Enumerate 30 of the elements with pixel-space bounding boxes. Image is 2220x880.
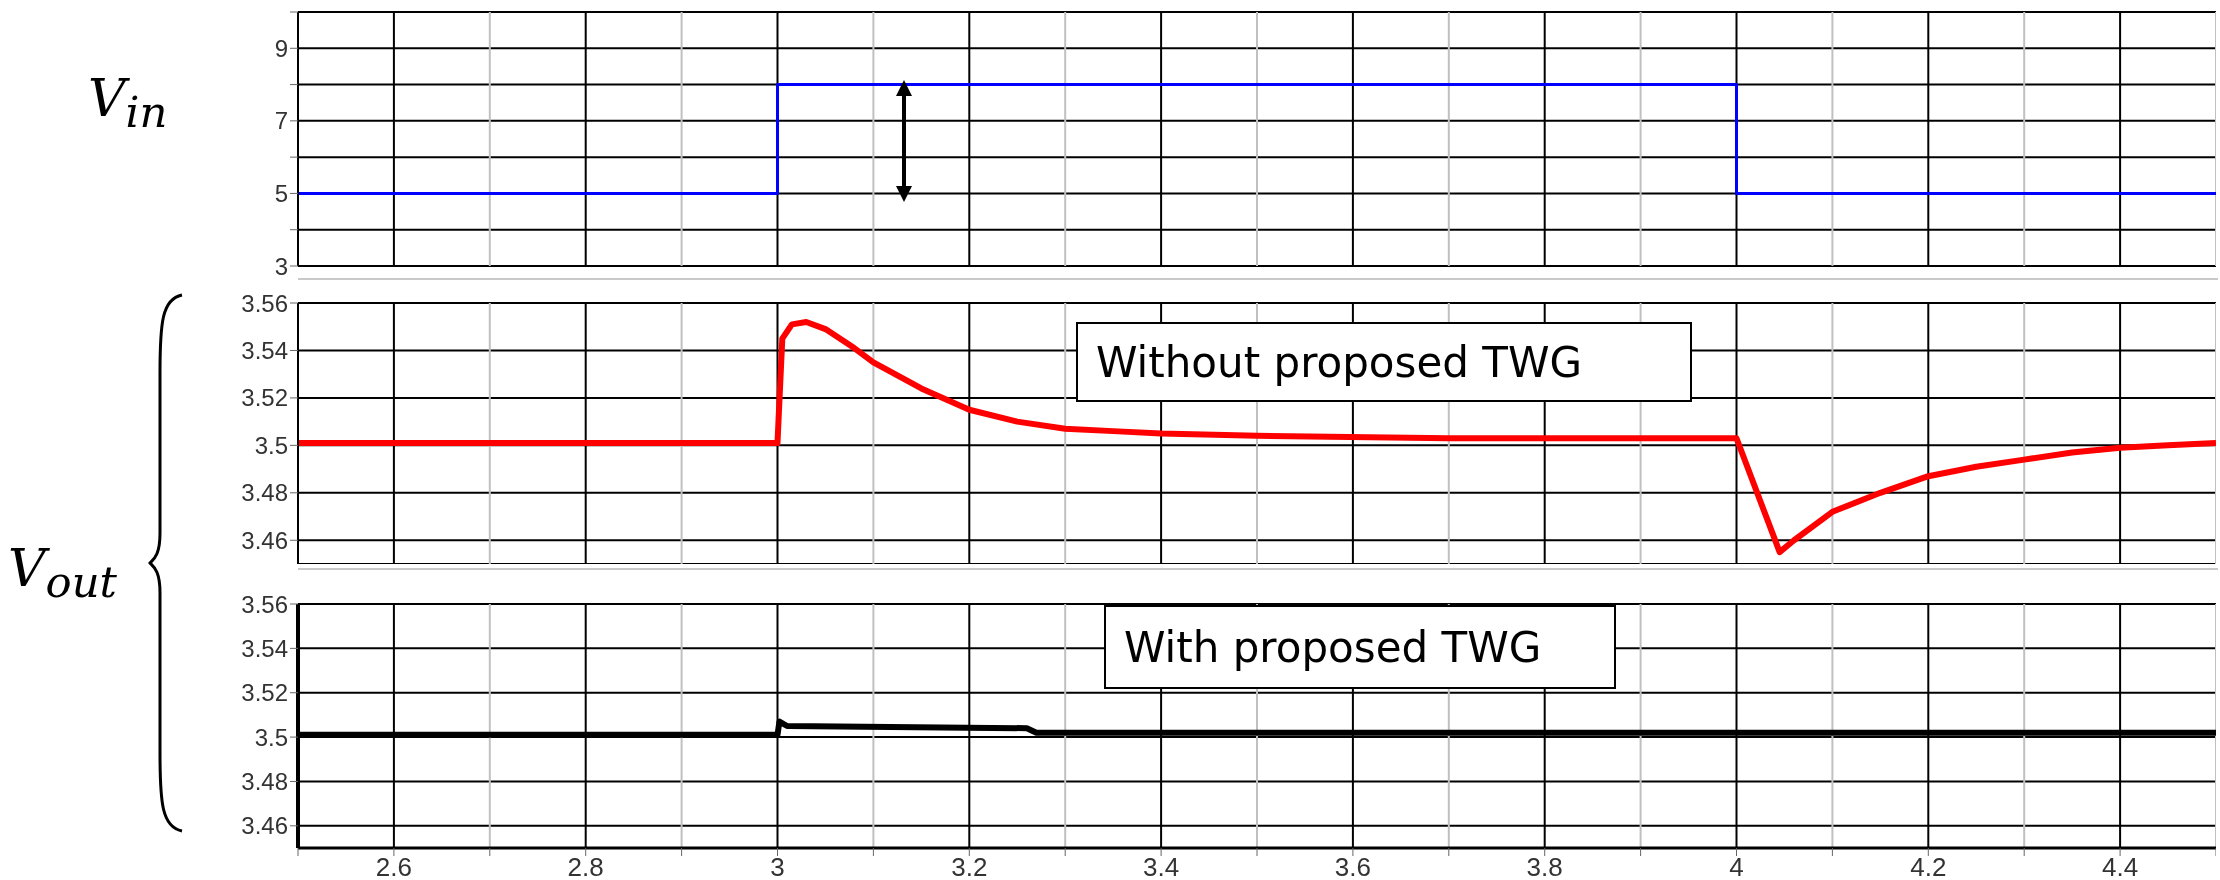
y-tick-label: 3.56 [241, 590, 288, 618]
x-tick-label: 2.8 [567, 852, 604, 880]
y-tick-label: 3.52 [241, 679, 288, 707]
x-tick-label: 4.2 [1910, 852, 1947, 880]
y-tick-label: 9 [274, 34, 288, 62]
y-tick-label: 3.54 [241, 336, 288, 364]
y-tick-label: 5 [274, 179, 288, 207]
x-tick-label: 4 [1729, 852, 1744, 880]
y-tick-label: 7 [274, 107, 288, 135]
y-tick-label: 3.54 [241, 634, 288, 662]
y-tick-label: 3.48 [241, 767, 288, 795]
y-tick-label: 3.56 [241, 289, 288, 317]
y-axis-title: V$_{out}$ [8, 538, 117, 608]
x-tick-label: 3.4 [1143, 852, 1180, 880]
annotation: Without proposed TWG [1076, 322, 1692, 402]
y-tick-label: 3.5 [254, 431, 288, 459]
annotation: With proposed TWG [1104, 605, 1616, 689]
x-tick-label: 3 [770, 852, 785, 880]
y-tick-label: 3.5 [254, 723, 288, 751]
y-tick-label: 3.48 [241, 479, 288, 507]
y-axis-title: V$_{in}$ [88, 68, 168, 138]
y-tick-label: 3 [274, 252, 288, 280]
x-tick-label: 2.6 [375, 852, 412, 880]
y-tick-label: 3.46 [241, 812, 288, 840]
x-tick-label: 4.4 [2102, 852, 2139, 880]
y-tick-label: 3.46 [241, 526, 288, 554]
x-tick-label: 3.2 [951, 852, 988, 880]
x-tick-label: 3.6 [1334, 852, 1371, 880]
x-tick-label: 3.8 [1526, 852, 1563, 880]
y-tick-label: 3.52 [241, 384, 288, 412]
